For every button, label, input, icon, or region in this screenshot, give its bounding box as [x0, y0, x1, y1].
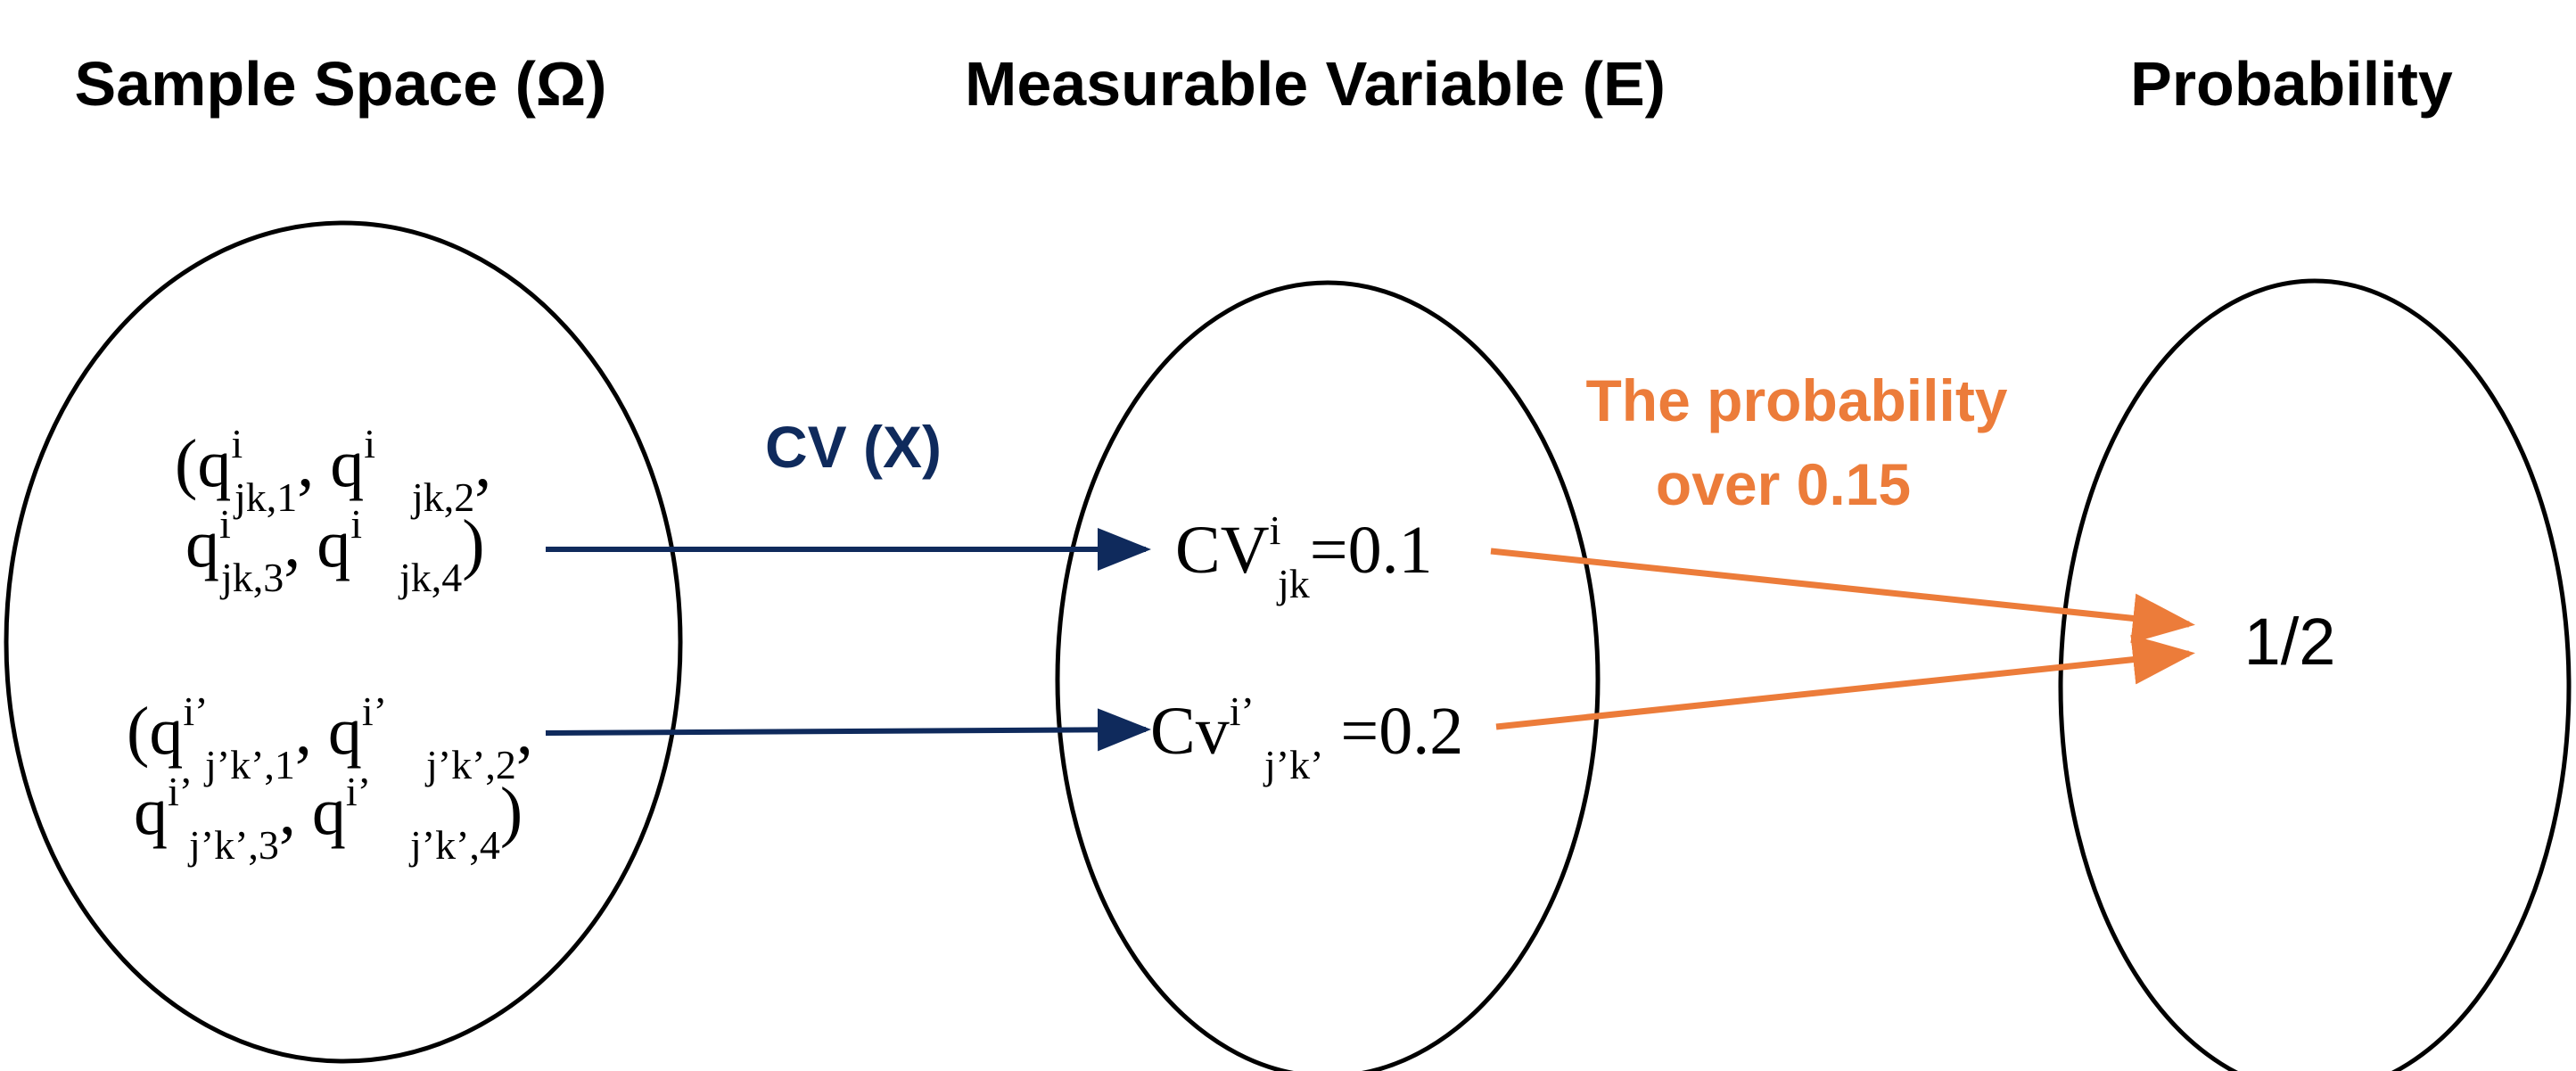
open-paren: (	[127, 694, 149, 769]
heading-measurable-variable: Measurable Variable (E)	[965, 49, 1666, 119]
superscript: i	[350, 501, 362, 547]
heading-probability: Probability	[2130, 49, 2453, 119]
probability-label-line2: over 0.15	[1656, 451, 1911, 517]
cv-value-upper: CVi jk=0.1	[1175, 507, 1433, 606]
sample-tuple-a-line1: (qi jk,1, qijk,2,	[175, 421, 491, 520]
cv-equals-value: =0.1	[1310, 513, 1433, 588]
separator: ,	[284, 507, 300, 581]
cv-value-lower: Cvi’j’k’ =0.2	[1150, 688, 1463, 787]
subscript: jk,1	[233, 474, 297, 520]
sample-space-ellipse	[4, 220, 683, 1064]
separator: ,	[279, 774, 296, 849]
subscript: jk	[1276, 561, 1310, 606]
separator: ,	[516, 694, 533, 769]
superscript: i’	[1230, 688, 1255, 734]
subscript: j’k’	[1263, 742, 1323, 787]
q-symbol: q	[134, 774, 168, 849]
sample-tuple-a-line2: qi jk,3, qijk,4)	[185, 501, 485, 600]
subscript: j’k’,4	[408, 822, 500, 868]
close-paren: )	[500, 774, 523, 849]
q-symbol: q	[197, 426, 231, 501]
subscript: j’k’,1	[203, 742, 295, 787]
probability-value: 1/2	[2244, 605, 2336, 679]
q-symbol: q	[330, 426, 364, 501]
sample-tuple-b-line2: qi’ j’k’,3, qi’j’k’,4)	[134, 769, 523, 868]
probability-ellipse	[2058, 278, 2572, 1071]
measurable-variable-ellipse	[1055, 280, 1601, 1071]
q-symbol: q	[312, 774, 346, 849]
q-symbol: q	[149, 694, 183, 769]
superscript: i’	[183, 688, 208, 734]
superscript: i	[231, 421, 243, 466]
sample-tuple-b-line1: (qi’ j’k’,1, qi’j’k’,2,	[127, 688, 533, 787]
separator: ,	[297, 426, 314, 501]
probability-arrow-lower	[1495, 634, 2195, 730]
subscript: jk,2	[410, 474, 474, 520]
q-symbol: q	[185, 507, 219, 581]
cv-base: Cv	[1150, 694, 1230, 769]
separator: ,	[295, 694, 312, 769]
heading-sample-space: Sample Space (Ω)	[75, 49, 607, 119]
superscript: i	[364, 421, 375, 466]
superscript: i	[219, 501, 231, 547]
superscript: i’	[346, 769, 371, 814]
cv-mapping-label: CV (X)	[765, 414, 942, 480]
subscript: j’k’,2	[424, 742, 516, 787]
subscript: jk,4	[398, 555, 462, 600]
cv-base: CV	[1175, 513, 1270, 588]
q-symbol: q	[328, 694, 362, 769]
cv-arrow-lower	[545, 708, 1151, 752]
superscript: i’	[168, 769, 193, 814]
probability-label-line1: The probability	[1585, 367, 2007, 433]
superscript: i	[1270, 507, 1281, 553]
open-paren: (	[175, 426, 197, 501]
superscript: i’	[362, 688, 387, 734]
separator: ,	[474, 426, 491, 501]
cv-equals-value: =0.2	[1323, 694, 1463, 769]
probability-arrow-upper	[1490, 548, 2195, 644]
close-paren: )	[462, 507, 484, 581]
subscript: j’k’,3	[187, 822, 279, 868]
q-symbol: q	[317, 507, 350, 581]
subscript: jk,3	[219, 555, 284, 600]
